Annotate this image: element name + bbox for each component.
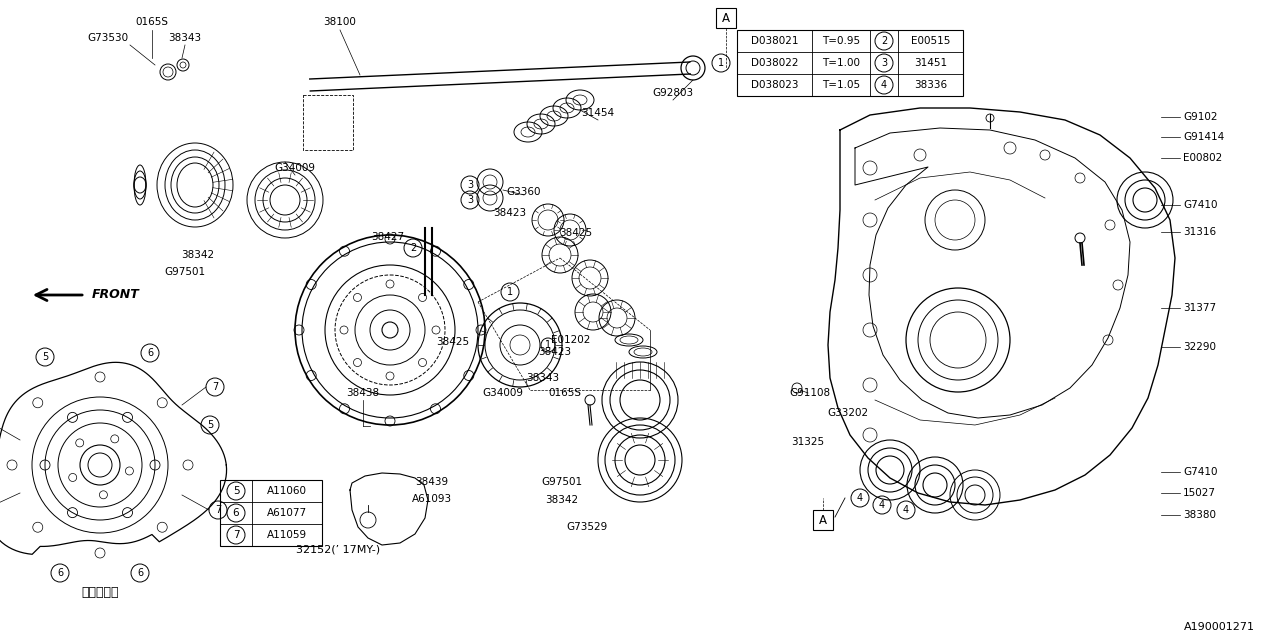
Text: D038021: D038021 bbox=[751, 36, 799, 46]
Text: 1: 1 bbox=[507, 287, 513, 297]
Text: 3: 3 bbox=[467, 195, 474, 205]
Text: 7: 7 bbox=[212, 382, 218, 392]
Text: 38439: 38439 bbox=[416, 477, 448, 487]
Text: G97501: G97501 bbox=[164, 267, 206, 277]
Text: 38425: 38425 bbox=[436, 337, 470, 347]
Text: 38342: 38342 bbox=[545, 495, 579, 505]
Bar bbox=[813, 510, 833, 530]
Text: 31451: 31451 bbox=[914, 58, 947, 68]
Bar bbox=[737, 30, 963, 96]
Text: T=0.95: T=0.95 bbox=[822, 36, 860, 46]
Text: 32290: 32290 bbox=[1183, 342, 1216, 352]
Text: G9102: G9102 bbox=[1183, 112, 1217, 122]
Text: 38438: 38438 bbox=[347, 388, 380, 398]
Text: A: A bbox=[722, 12, 730, 24]
Text: G73529: G73529 bbox=[566, 522, 608, 532]
Text: 38380: 38380 bbox=[1183, 510, 1216, 520]
Text: G91414: G91414 bbox=[1183, 132, 1224, 142]
Text: 2: 2 bbox=[881, 36, 887, 46]
Text: 38423: 38423 bbox=[493, 208, 526, 218]
Text: A61093: A61093 bbox=[412, 494, 452, 504]
Text: 4: 4 bbox=[879, 500, 884, 510]
Text: 7: 7 bbox=[233, 530, 239, 540]
Text: 4: 4 bbox=[902, 505, 909, 515]
Text: 5: 5 bbox=[233, 486, 239, 496]
Text: G92803: G92803 bbox=[653, 88, 694, 98]
Text: G3360: G3360 bbox=[507, 187, 541, 197]
Text: G97501: G97501 bbox=[541, 477, 582, 487]
Bar bbox=[303, 95, 353, 150]
Text: E00802: E00802 bbox=[1183, 153, 1222, 163]
Text: A11059: A11059 bbox=[268, 530, 307, 540]
Text: 31454: 31454 bbox=[581, 108, 614, 118]
Text: A: A bbox=[819, 513, 827, 527]
Text: 1: 1 bbox=[545, 340, 552, 350]
Text: 31316: 31316 bbox=[1183, 227, 1216, 237]
Text: 38100: 38100 bbox=[324, 17, 356, 27]
Text: E01202: E01202 bbox=[552, 335, 590, 345]
Text: A11060: A11060 bbox=[268, 486, 307, 496]
Text: 38427: 38427 bbox=[371, 232, 404, 242]
Text: 7: 7 bbox=[215, 505, 221, 515]
Text: 4: 4 bbox=[856, 493, 863, 503]
Text: 31325: 31325 bbox=[791, 437, 824, 447]
Text: 4: 4 bbox=[881, 80, 887, 90]
Text: 38343: 38343 bbox=[526, 373, 559, 383]
Text: 38336: 38336 bbox=[914, 80, 947, 90]
Text: A61077: A61077 bbox=[268, 508, 307, 518]
Bar bbox=[716, 8, 736, 28]
Text: 38425: 38425 bbox=[559, 228, 593, 238]
Text: G34009: G34009 bbox=[274, 163, 315, 173]
Text: 1: 1 bbox=[718, 58, 724, 68]
Text: 38343: 38343 bbox=[169, 33, 201, 43]
Text: D038023: D038023 bbox=[751, 80, 799, 90]
Text: T=1.00: T=1.00 bbox=[822, 58, 860, 68]
Text: FRONT: FRONT bbox=[92, 289, 140, 301]
Text: E00515: E00515 bbox=[911, 36, 950, 46]
Text: G91108: G91108 bbox=[790, 388, 831, 398]
Text: 6: 6 bbox=[137, 568, 143, 578]
Text: 3: 3 bbox=[881, 58, 887, 68]
Text: 6: 6 bbox=[56, 568, 63, 578]
Text: 0165S: 0165S bbox=[136, 17, 169, 27]
Text: G7410: G7410 bbox=[1183, 200, 1217, 210]
Text: G34009: G34009 bbox=[483, 388, 524, 398]
Text: 3: 3 bbox=[467, 180, 474, 190]
Text: G7410: G7410 bbox=[1183, 467, 1217, 477]
Text: 5: 5 bbox=[207, 420, 214, 430]
Text: 〈後方図〉: 〈後方図〉 bbox=[81, 586, 119, 600]
Text: 6: 6 bbox=[233, 508, 239, 518]
Text: 38342: 38342 bbox=[182, 250, 215, 260]
Text: A190001271: A190001271 bbox=[1184, 622, 1254, 632]
Text: 6: 6 bbox=[147, 348, 154, 358]
Text: G33202: G33202 bbox=[827, 408, 869, 418]
Text: 15027: 15027 bbox=[1183, 488, 1216, 498]
Text: G73530: G73530 bbox=[87, 33, 128, 43]
Text: D038022: D038022 bbox=[751, 58, 799, 68]
Text: 32152(’ 17MY-): 32152(’ 17MY-) bbox=[296, 545, 380, 555]
Text: 5: 5 bbox=[42, 352, 49, 362]
Text: 2: 2 bbox=[410, 243, 416, 253]
Text: 38423: 38423 bbox=[539, 347, 572, 357]
Text: 0165S: 0165S bbox=[549, 388, 581, 398]
Bar bbox=[220, 480, 323, 546]
Text: 31377: 31377 bbox=[1183, 303, 1216, 313]
Text: T=1.05: T=1.05 bbox=[822, 80, 860, 90]
